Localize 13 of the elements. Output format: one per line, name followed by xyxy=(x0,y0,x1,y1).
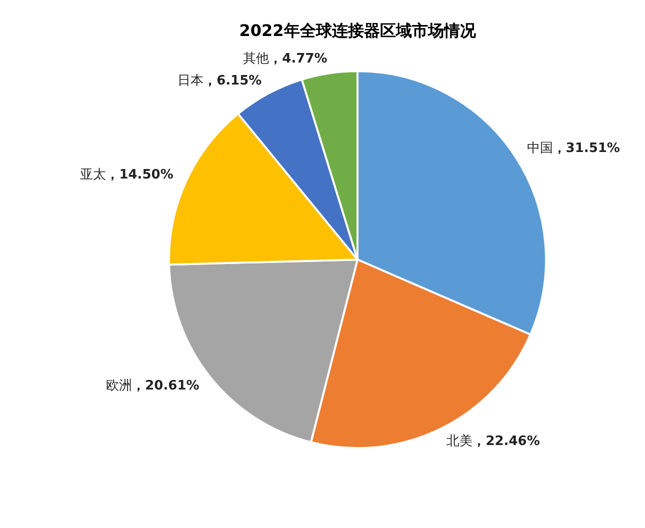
slice-label: 欧洲 xyxy=(106,378,132,394)
data-label: ，4.77% xyxy=(269,52,328,67)
data-label: ，22.46% xyxy=(472,434,540,449)
data-label: ，31.51% xyxy=(552,140,620,156)
chart-title: 2022年全球连接器区域市场情况 xyxy=(239,20,477,40)
data-label: ，14.50% xyxy=(106,168,174,183)
data-label: ，20.61% xyxy=(132,378,200,394)
slice-label: 其他 xyxy=(243,52,270,67)
slice-label: 亚太 xyxy=(80,168,106,183)
data-label: ，6.15% xyxy=(204,74,262,89)
slice-label: 北美 xyxy=(446,432,473,449)
slice-label: 中国 xyxy=(526,140,553,156)
slice-label: 日本 xyxy=(178,74,204,89)
